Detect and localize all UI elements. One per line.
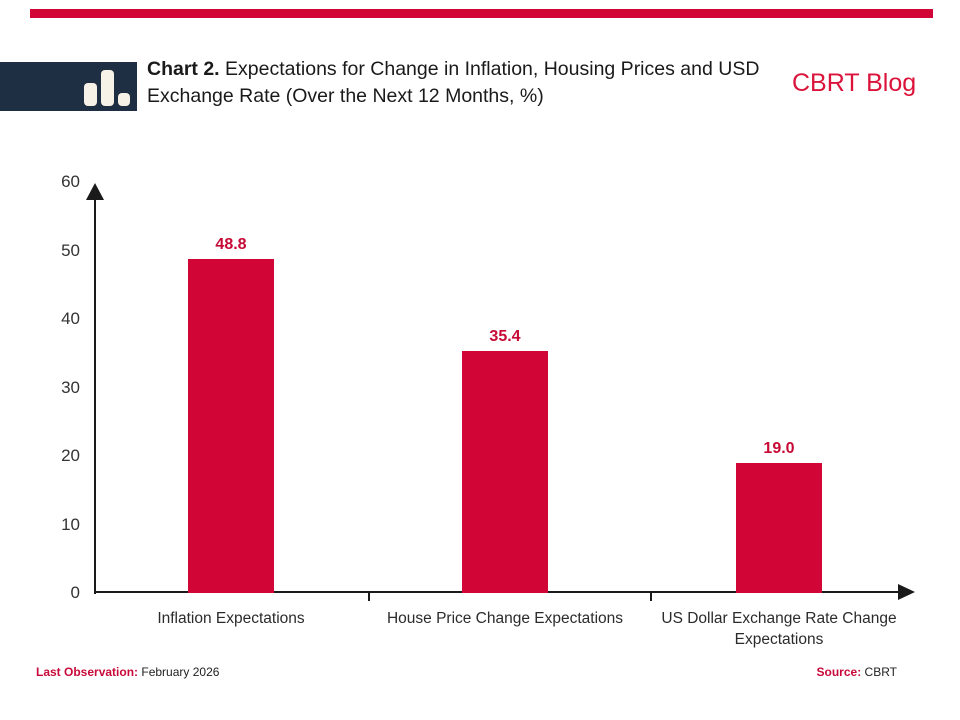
bar-chart-icon-bar bbox=[84, 83, 97, 106]
x-category-label: House Price Change Expectations bbox=[386, 610, 624, 627]
chart-title-prefix: Chart 2. bbox=[147, 58, 220, 80]
y-axis-tick-label: 20 bbox=[61, 446, 80, 465]
y-axis-tick-label: 30 bbox=[61, 377, 80, 397]
bar-value-label: 35.4 bbox=[489, 328, 521, 345]
last-observation: Last Observation: February 2026 bbox=[36, 664, 219, 680]
category-separator-tick bbox=[650, 593, 652, 601]
y-axis-tick-label: 50 bbox=[61, 240, 80, 260]
chart-title-line1: Expectations for Change in Inflation, Ho… bbox=[225, 58, 675, 80]
y-axis-tick-label: 10 bbox=[61, 514, 80, 534]
top-accent-bar bbox=[30, 9, 933, 18]
last-observation-label: Last Observation: bbox=[36, 665, 139, 679]
x-axis-arrow-icon bbox=[898, 584, 915, 600]
source-label: Source: bbox=[816, 665, 862, 679]
y-axis-line bbox=[94, 196, 96, 594]
chart-title: Chart 2. Expectations for Change in Infl… bbox=[147, 56, 767, 109]
chart-title-line2: and USD Exchange Rate (Over the Next 12 … bbox=[147, 58, 760, 107]
source-value: CBRT bbox=[864, 665, 897, 679]
x-category-label: US Dollar Exchange Rate Change Expectati… bbox=[661, 610, 897, 648]
brand-text: CBRT Blog bbox=[792, 69, 917, 97]
source: Source: CBRT bbox=[817, 664, 897, 680]
bar-chart-icon-bar bbox=[101, 70, 114, 106]
bar bbox=[188, 259, 274, 593]
last-observation-value: February 2026 bbox=[141, 665, 220, 679]
bar bbox=[462, 351, 548, 593]
y-axis-tick-label: 0 bbox=[70, 583, 80, 602]
category-separator-tick bbox=[368, 593, 370, 601]
x-category-label: Inflation Expectations bbox=[157, 610, 305, 627]
bar bbox=[736, 463, 822, 593]
y-axis-tick-label: 60 bbox=[61, 172, 80, 191]
cbrt-logo bbox=[0, 62, 137, 111]
bar-value-label: 48.8 bbox=[215, 236, 247, 253]
y-axis-tick-label: 40 bbox=[61, 309, 80, 328]
y-axis-arrow-icon bbox=[86, 183, 104, 200]
bar-chart-icon-bar bbox=[118, 93, 130, 106]
bar-value-label: 19.0 bbox=[763, 440, 795, 457]
